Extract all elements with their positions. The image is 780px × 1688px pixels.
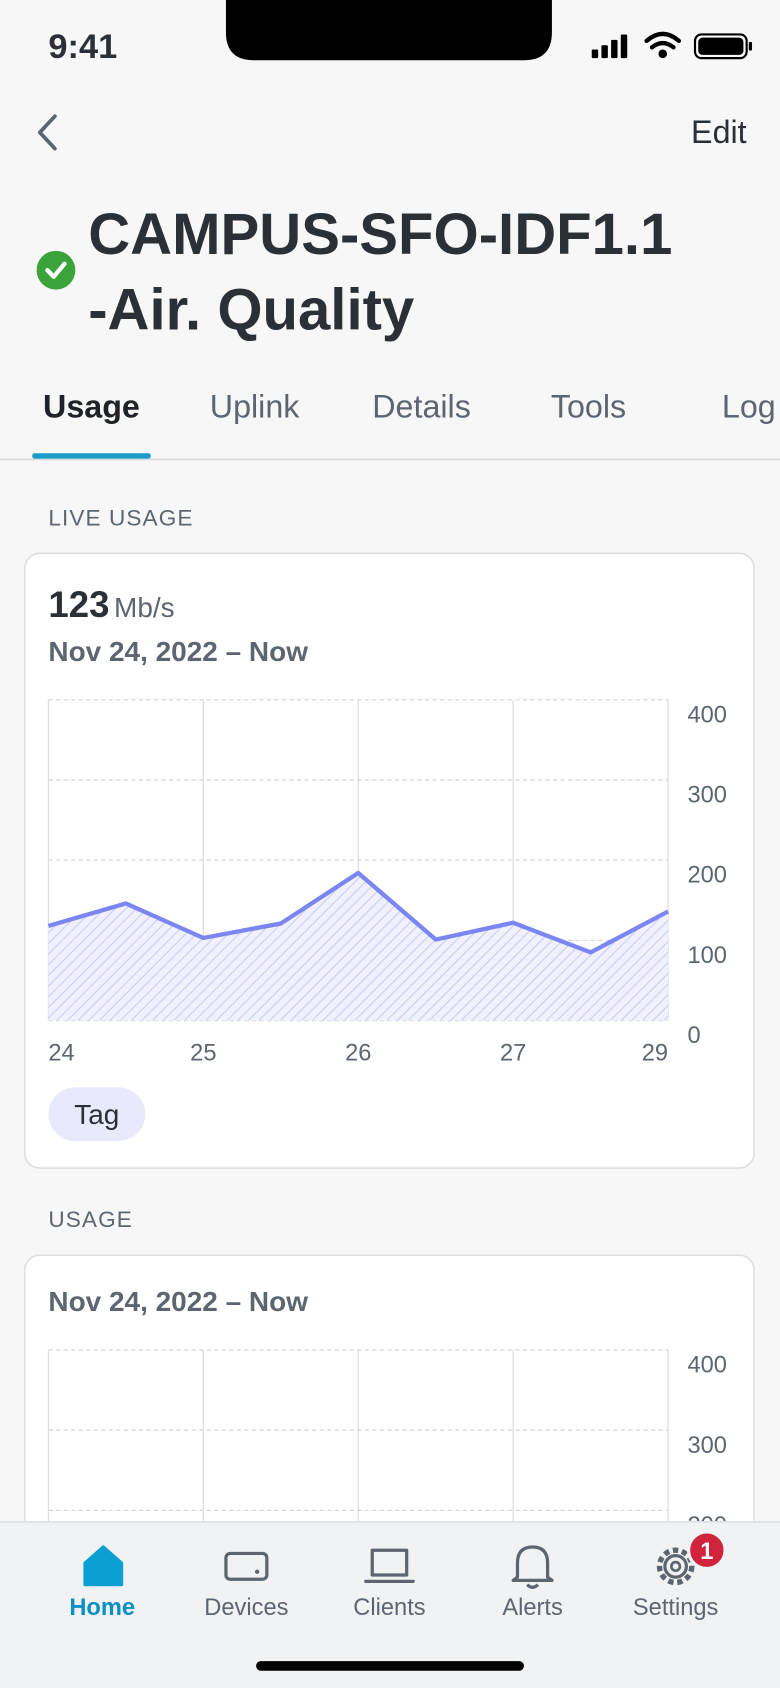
- badge-count: 1: [700, 1539, 713, 1565]
- y-tick-label: 100: [687, 943, 726, 969]
- status-ok-icon: [36, 250, 76, 290]
- badge: [686, 1530, 727, 1571]
- nav-label[interactable]: Home: [69, 1595, 135, 1621]
- y-tick-label: 400: [687, 702, 726, 728]
- tab-separator: [0, 458, 780, 461]
- y-tick-label: 400: [687, 1353, 726, 1379]
- clients-icon[interactable]: [364, 1548, 415, 1584]
- back-button[interactable]: [37, 114, 57, 151]
- y-tick-label: 0: [687, 1023, 700, 1049]
- tag-label: Tag: [74, 1099, 119, 1130]
- signal-icon: [591, 34, 628, 59]
- chart: 0 100 200 300 400 24 25 26 27 29: [47, 699, 727, 1066]
- tab[interactable]: Tools: [551, 389, 626, 425]
- section-label: USAGE: [48, 1207, 132, 1232]
- live-unit: Mb/s: [114, 592, 175, 623]
- y-tick-label: 200: [687, 863, 726, 889]
- x-tick-label: 26: [345, 1040, 371, 1066]
- area-fill: [48, 872, 669, 1021]
- x-tick-label: 29: [642, 1040, 668, 1066]
- date-range: Nov 24, 2022 – Now: [48, 1286, 308, 1317]
- date-range: Nov 24, 2022 – Now: [48, 636, 308, 667]
- line: [47, 870, 670, 955]
- nav-label[interactable]: Clients: [353, 1595, 425, 1621]
- home-icon[interactable]: [83, 1545, 124, 1587]
- devices-icon[interactable]: [224, 1551, 269, 1581]
- tab-bar: 1 Home Devices Clients Alerts Settings: [0, 1521, 780, 1688]
- tag-chip[interactable]: [48, 1087, 146, 1142]
- tab-indicator: [32, 453, 151, 459]
- wifi-icon: [644, 31, 682, 59]
- section-label: LIVE USAGE: [48, 505, 193, 530]
- x-tick-label: 27: [500, 1040, 526, 1066]
- nav-label[interactable]: Settings: [633, 1595, 718, 1621]
- title-line: CAMPUS-SFO-IDF1.1: [88, 202, 672, 267]
- nav-label[interactable]: Alerts: [502, 1595, 562, 1621]
- home-indicator: [256, 1661, 524, 1671]
- settings-icon[interactable]: [656, 1547, 695, 1586]
- alerts-icon[interactable]: [511, 1545, 554, 1589]
- tab[interactable]: Usage: [43, 389, 140, 425]
- tab[interactable]: Uplink: [210, 389, 300, 425]
- status-time: 9:41: [48, 28, 117, 66]
- x-tick-label: 25: [190, 1040, 216, 1066]
- y-tick-label: 300: [687, 783, 726, 809]
- battery-icon: [693, 33, 753, 60]
- title-line: -Air. Quality: [88, 277, 414, 342]
- edit-button[interactable]: Edit: [691, 114, 747, 150]
- y-tick-label: 300: [687, 1433, 726, 1459]
- x-tick-label: 24: [48, 1040, 74, 1066]
- live-value: 123: [48, 584, 109, 625]
- nav-label[interactable]: Devices: [204, 1595, 288, 1621]
- check-mark: [45, 261, 67, 279]
- tab[interactable]: Log: [722, 389, 776, 425]
- notch: [225, 0, 552, 61]
- tab[interactable]: Details: [372, 389, 471, 425]
